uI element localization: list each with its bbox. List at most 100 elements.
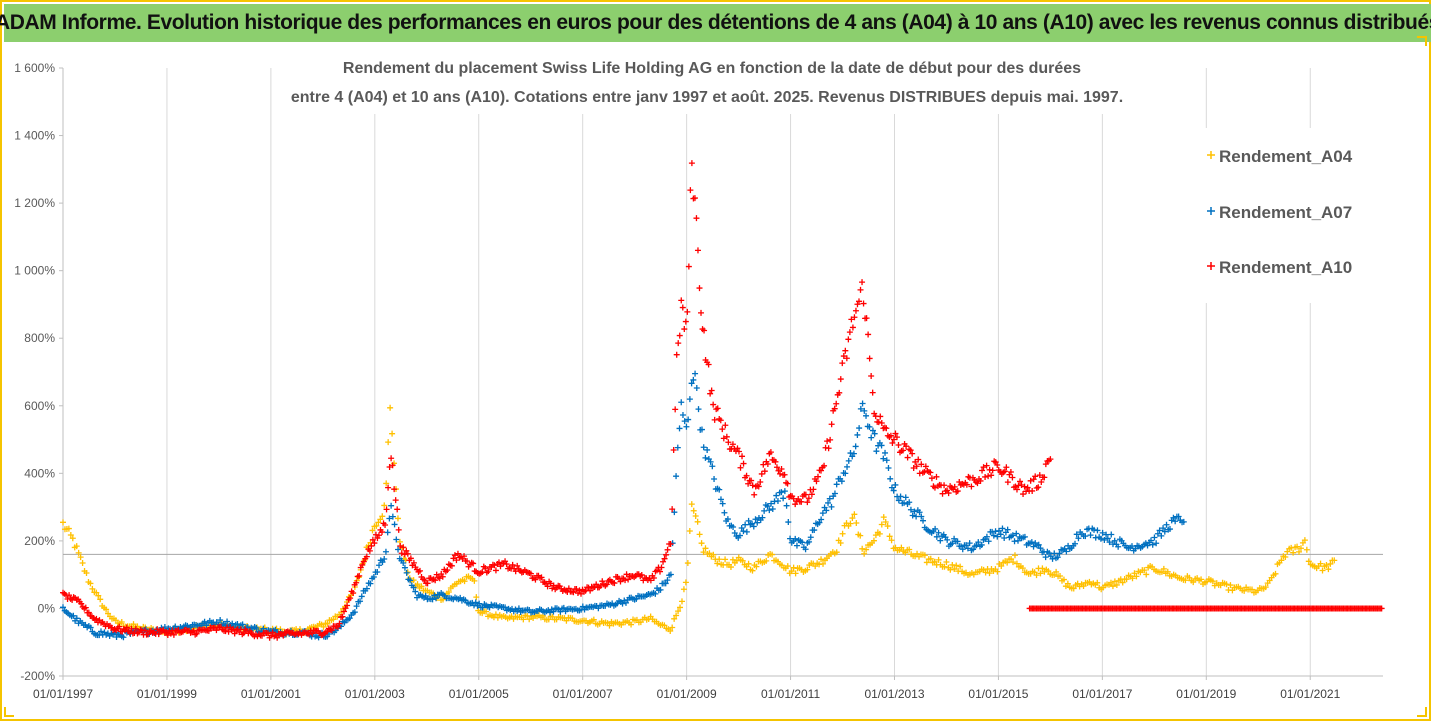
a07-point [750,523,757,530]
a07-point [142,626,149,633]
a10-point [974,480,981,487]
a10-point [570,589,577,596]
a07-point [859,400,866,407]
a04-point [1198,576,1205,583]
a07-point [793,542,800,549]
a07-point [818,516,825,523]
a07-point [229,620,236,627]
a07-point [878,442,885,449]
a10-point [485,568,492,575]
a10-point [910,465,917,472]
a10-point [673,351,680,358]
a10-point [814,473,821,480]
a07-point [1001,534,1008,541]
a04-point [83,570,90,576]
a07-point [707,458,714,465]
a04-point [75,549,82,556]
x-tick-label: 01/01/2009 [657,687,717,701]
a07-point [845,457,852,464]
a10-point [840,353,847,360]
a07-point [351,609,358,616]
a04-point [1045,568,1052,575]
a04-point [700,549,707,556]
a04-point [1111,578,1118,585]
a07-point [721,509,728,516]
a07-point [515,605,522,612]
a04-point [1158,568,1165,575]
a04-point [1209,578,1216,585]
a10-point [988,472,995,479]
a10-point [994,461,1001,468]
a07-point [913,513,920,520]
a07-point [657,586,664,593]
a07-point [816,519,823,526]
a10-point [735,448,742,455]
a04-point [320,623,327,630]
a10-point [691,195,698,202]
a10-point [306,631,313,638]
a10-point [831,405,838,412]
a04-point [753,563,760,570]
a10-point [436,575,443,582]
x-tick-label: 01/01/2007 [553,687,613,701]
a07-point [850,450,857,457]
legend-label: Rendement_A04 [1219,147,1353,166]
a04-point [1133,573,1140,580]
a07-point [997,531,1004,538]
a10-point [599,578,606,585]
a10-point [843,355,850,362]
a10-point [386,463,393,470]
a10-point [611,580,618,587]
a10-point [492,567,499,574]
a10-point [603,581,610,588]
a04-point [986,570,993,577]
x-tick-label: 01/01/2001 [241,687,301,701]
a10-point [685,263,692,270]
a04-point [103,606,110,613]
a04-point [727,564,734,571]
a10-point [825,445,832,452]
a04-point [1227,582,1234,589]
a07-point [239,621,246,628]
a10-point [667,541,674,548]
a10-point [869,389,876,396]
a04-point [861,550,868,557]
a07-point [73,615,80,622]
a10-point [334,623,341,630]
a10-point [737,464,744,471]
a10-point [698,309,705,316]
a10-point [846,329,853,336]
a07-point [761,507,768,514]
a04-point [1080,583,1087,590]
a07-point [990,532,997,539]
a07-point [234,621,241,628]
a10-point [398,550,405,557]
a07-point [907,506,914,513]
a04-point [385,439,392,446]
a07-point [966,540,973,547]
a10-point [451,552,458,559]
a04-point [921,552,928,559]
a10-point [717,417,724,424]
a07-point [856,425,863,432]
a10-point [170,631,177,638]
a10-point [767,449,774,456]
a04-point [876,530,883,537]
a10-point [625,576,632,583]
a07-point [792,535,799,542]
a10-point [324,628,331,635]
a07-point [1161,528,1168,535]
a07-point [376,562,383,569]
a10-point [851,314,858,321]
a04-point [943,559,950,566]
a07-point [253,624,260,631]
a10-point [1035,484,1042,491]
a07-point [704,446,711,453]
a07-point [407,577,414,584]
a10-point [859,279,866,286]
a10-point [701,327,708,334]
x-tick-label: 01/01/1997 [33,687,93,701]
a07-point [690,376,697,383]
a04-point [1323,561,1330,568]
a10-point [757,479,764,486]
